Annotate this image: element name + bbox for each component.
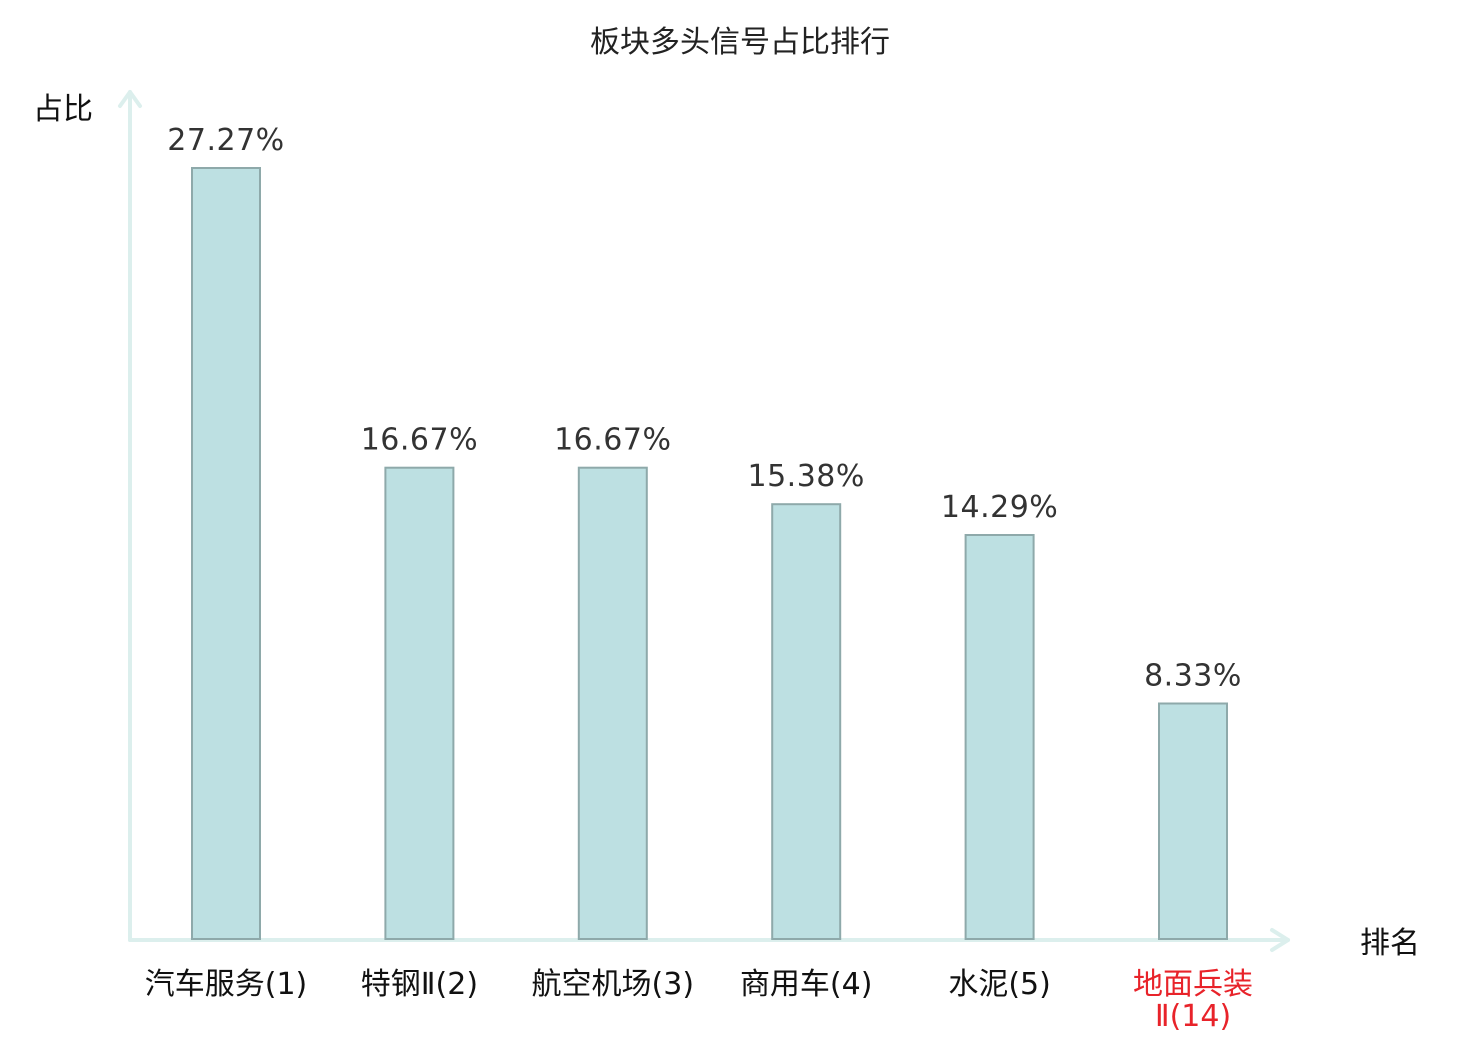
bar [771,503,842,940]
x-tick-label: 地面兵装 [1133,967,1253,1002]
data-label: 14.29% [941,490,1058,525]
bars-group [191,167,1228,940]
data-label: 27.27% [167,123,284,158]
data-label: 15.38% [748,459,865,494]
x-axis-label: 排名 [1360,926,1420,961]
axes [118,90,1290,952]
y-axis-arrow-icon [118,90,142,108]
x-tick-label: 特钢Ⅱ(2) [361,967,478,1002]
bar [577,466,648,940]
x-tick-label: 水泥(5) [948,967,1051,1002]
x-tick-label: 汽车服务(1) [145,967,308,1002]
y-axis-label: 占比 [33,92,93,127]
x-tick-label: Ⅱ(14) [1155,999,1231,1034]
data-label: 8.33% [1144,659,1242,694]
bar [384,466,455,940]
chart-title: 板块多头信号占比排行 [590,25,890,60]
value-labels-group: 27.27% 16.67% 16.67% 15.38% 14.29% 8.33% [167,123,1242,694]
bar [964,534,1035,940]
x-tick-label: 商用车(4) [740,967,873,1002]
x-axis-arrow-icon [1270,928,1290,952]
data-label: 16.67% [361,423,478,458]
bar [1158,702,1228,940]
data-label: 16.67% [554,423,671,458]
x-tick-label: 航空机场(3) [532,967,695,1002]
bar [191,167,261,940]
